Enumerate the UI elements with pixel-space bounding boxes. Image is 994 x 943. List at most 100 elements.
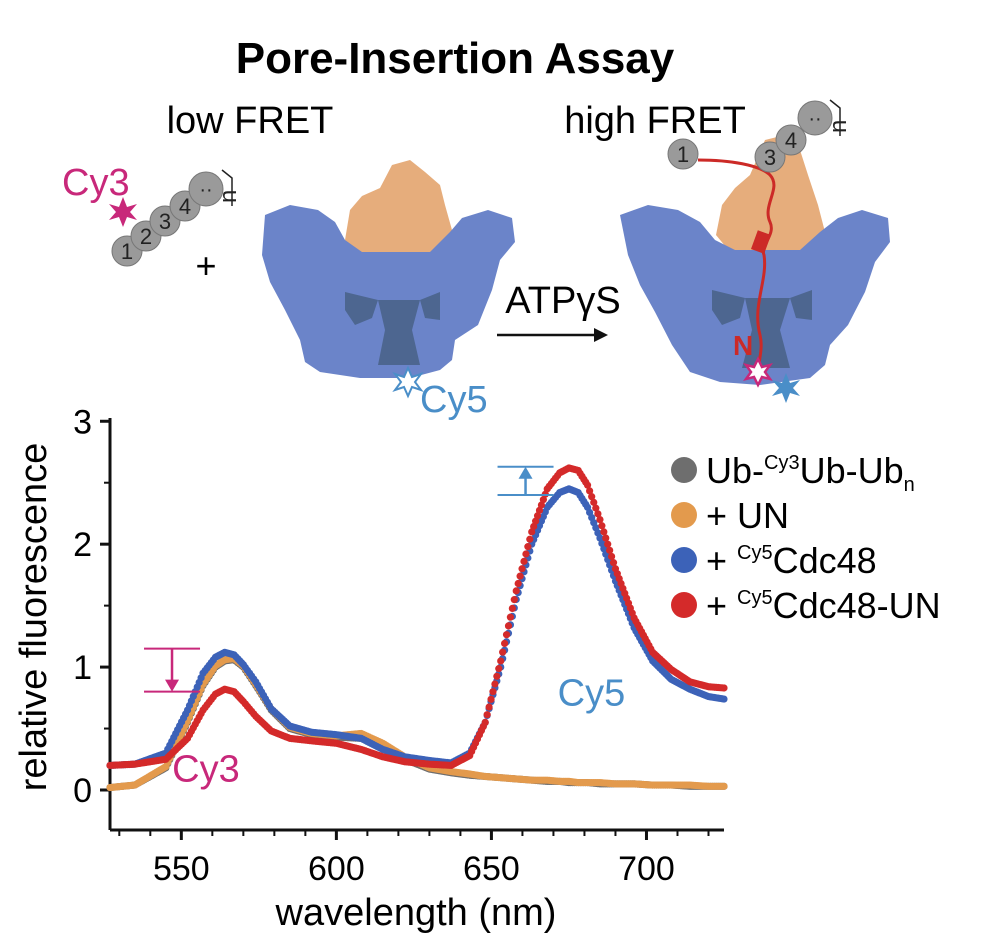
cy3-open-star-icon [743,356,773,388]
data-point [506,613,515,621]
data-point [501,639,509,648]
bead-label-1: 1 [121,239,133,264]
data-point [499,648,507,656]
data-point [594,510,602,518]
data-point [596,515,604,524]
data-point [514,579,522,588]
data-point [495,665,503,673]
data-point [600,528,608,536]
legend-item: + Cy5Cdc48-UN [671,585,941,626]
y-ticks: 0 1 2 3 [73,403,110,810]
cy5-label-schematic: Cy5 [420,379,488,421]
data-point [720,684,728,692]
legend-marker [671,457,697,483]
figure-title: Pore-Insertion Assay [236,34,675,83]
y-tick-label: 3 [73,403,92,441]
data-point [602,534,610,542]
atpgs-label: ATPγS [505,280,620,322]
cy5-star-icon [772,373,800,403]
data-point [609,559,618,567]
data-point [481,718,489,726]
data-point [592,504,600,512]
chart-legend: Ub-Cy3Ub-Ubn+ UN+ Cy5Cdc48+ Cy5Cdc48-UN [671,450,941,626]
bead-label-3: 3 [159,209,171,234]
cdc48-complex-low [262,160,515,399]
x-tick-label: 550 [153,850,210,888]
data-point [522,550,530,558]
legend-marker [671,592,697,618]
data-point [489,688,497,696]
plus-sign: + [195,245,216,286]
reaction-arrow [497,328,608,342]
ubiquitin-chain-low: 1 2 3 4 ·· n [111,169,242,267]
arrow-head [518,466,533,479]
data-point [720,695,728,703]
cy3-star-icon [109,197,137,227]
data-point [508,604,516,612]
data-point [518,565,526,573]
data-point [485,703,493,711]
cy5-annotation: Cy5 [558,673,626,715]
data-point [598,522,606,530]
data-point [520,557,528,565]
data-point [606,546,614,554]
data-point [590,498,598,506]
data-point [504,622,513,630]
legend-label: + Cy5Cdc48-UN [706,585,941,626]
bead-label-dots: ·· [199,179,212,201]
x-axis-label: wavelength (nm) [275,892,557,934]
data-point [586,487,594,495]
data-point [516,572,524,580]
series-3 [106,464,728,770]
y-axis-label: relative fluorescence [13,443,55,792]
data-point [607,552,616,561]
n-terminus-label: N [733,330,753,361]
low-fret-label: low FRET [167,100,334,142]
fluorescence-chart: 550 600 650 700 0 1 2 3 Cy3 Cy5 wavelength (nm… [13,403,941,934]
data-point [524,543,532,551]
bead-label-high-4: 4 [785,128,797,153]
data-point [583,481,592,489]
bead-label-4: 4 [179,194,191,219]
legend-item: Ub-Cy3Ub-Ubn [671,450,915,496]
repeat-subscript-high: n [825,120,852,133]
x-tick-label: 650 [463,850,520,888]
ubiquitin-chain-high: 1 3 4 ·· n [667,99,852,173]
y-tick-label: 2 [73,526,92,564]
series-1 [106,654,728,792]
cy3-label-top: Cy3 [62,162,130,204]
cdc48-complex-high [620,135,890,403]
increase-arrow [497,465,554,497]
x-tick-label: 600 [308,850,365,888]
bead-label-high-dots: ·· [808,108,821,130]
data-point [526,535,534,543]
x-ticks: 550 600 650 700 [118,830,710,888]
arrow-head [165,679,180,692]
y-tick-label: 0 [73,772,92,810]
data-point [604,540,612,548]
series-layer [106,464,728,792]
legend-label: + Cy5Cdc48 [706,540,877,581]
data-point [502,631,511,639]
legend-label: Ub-Cy3Ub-Ubn [706,450,915,496]
data-point [720,782,728,790]
data-point [497,657,505,665]
data-point [512,587,520,595]
data-point [588,493,596,501]
data-point [491,680,499,688]
series-2 [106,485,728,770]
repeat-subscript-low: n [215,190,242,203]
bead-label-2: 2 [140,224,152,249]
decrease-arrow [144,647,201,693]
bead-label-high-3: 3 [764,145,776,170]
legend-marker [671,502,697,528]
data-point [510,596,518,604]
data-point [483,711,491,719]
data-point [493,672,501,680]
y-tick-label: 1 [73,649,92,687]
legend-item: + Cy5Cdc48 [671,540,877,581]
cy3-annotation: Cy3 [172,748,240,790]
legend-item: + UN [671,495,789,536]
bead-label-high-1: 1 [677,142,689,167]
